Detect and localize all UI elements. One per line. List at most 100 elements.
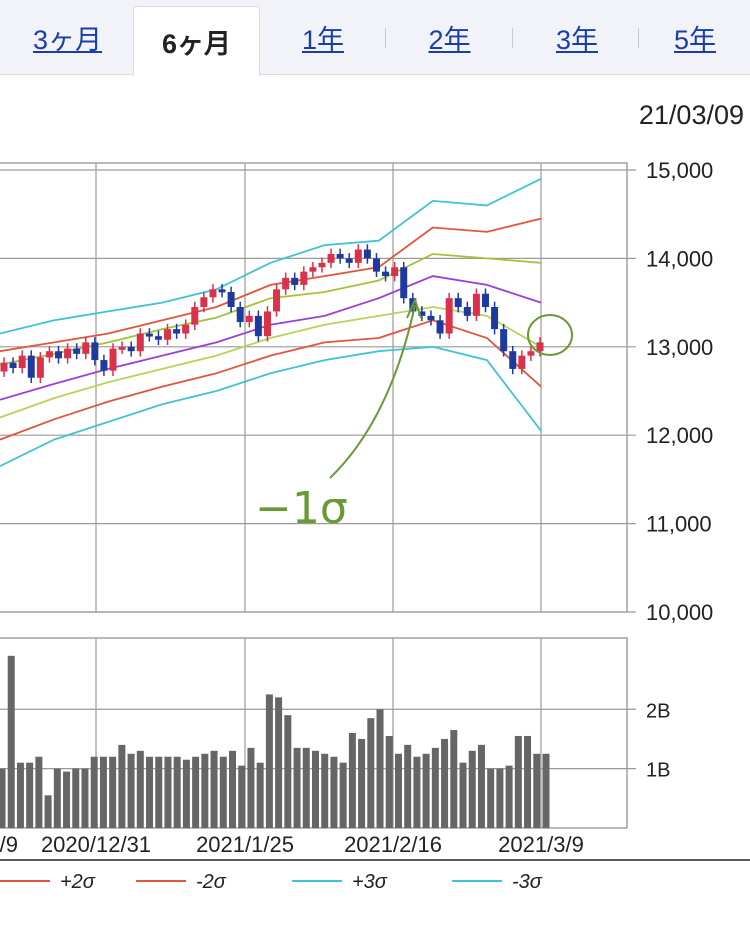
candle-body [472, 293, 480, 316]
tab-separator [385, 28, 386, 48]
volume-bar [524, 735, 532, 828]
candle-body [254, 315, 262, 337]
volume-bar [413, 756, 421, 828]
candle-body [500, 329, 508, 352]
candle-body [164, 329, 172, 340]
volume-bar [238, 765, 246, 828]
volume-bar [431, 747, 439, 828]
volume-bar [505, 765, 513, 828]
candle-body [363, 249, 371, 259]
volume-bar [311, 750, 319, 828]
band-line [0, 253, 542, 366]
volume-bar [321, 753, 329, 828]
candle-body [173, 329, 181, 334]
candle-body [118, 346, 126, 350]
volume-bar [514, 735, 522, 828]
candle-body [209, 289, 217, 298]
candle-body [509, 351, 517, 369]
x-tick-label: 2020/12/31 [41, 832, 151, 857]
tab-3-years[interactable]: 3年 [555, 24, 599, 55]
y-tick-label: 14,000 [646, 246, 713, 271]
candle-body [427, 315, 435, 321]
candle-body [263, 311, 271, 337]
volume-bar [81, 768, 89, 828]
volume-tick-label: 1B [646, 760, 670, 782]
tab-6-months[interactable]: 6ヶ月 [133, 6, 260, 76]
legend-label: +2σ [60, 871, 96, 893]
candle-body [518, 355, 526, 369]
candle-body [127, 346, 135, 352]
volume-bar [496, 768, 504, 828]
volume-bar [173, 756, 181, 828]
volume-bar [376, 709, 384, 828]
tab-separator [512, 28, 513, 48]
volume-tick-label: 2B [646, 700, 670, 722]
volume-bar [90, 756, 98, 828]
volume-bar [358, 738, 366, 828]
period-tabs: 3ヶ月 6ヶ月 1年 2年 3年 5年 [0, 0, 750, 76]
candle-body [536, 342, 544, 352]
candle-body [91, 342, 99, 361]
annotation-label: −1σ [255, 483, 348, 534]
tab-separator [638, 28, 639, 48]
band-line [0, 177, 542, 335]
candle-body [327, 253, 335, 263]
candle-body [481, 293, 489, 308]
volume-bar [192, 756, 200, 828]
volume-bar [72, 768, 80, 828]
volume-bar [394, 753, 402, 828]
band-line [0, 217, 542, 353]
volume-bar [247, 747, 255, 828]
volume-bar [164, 756, 172, 828]
candle-body [491, 307, 499, 330]
volume-bar [109, 756, 117, 828]
candle-body [100, 360, 108, 371]
candle-body [336, 253, 344, 259]
candle-body [291, 277, 299, 285]
tab-5-years[interactable]: 5年 [673, 24, 717, 55]
candle-body [145, 333, 153, 337]
volume-bar [367, 718, 375, 828]
volume-bar [459, 762, 467, 828]
legend-label: -3σ [512, 871, 543, 893]
price-panel-frame [0, 162, 628, 613]
candle-body [73, 348, 81, 354]
candle-body [273, 289, 281, 312]
volume-bar [477, 744, 485, 828]
volume-bar [35, 756, 43, 828]
volume-bar [7, 655, 15, 828]
volume-bar [0, 768, 6, 828]
candle-body [418, 311, 426, 316]
candle-body [445, 298, 453, 334]
volume-bar [127, 753, 135, 828]
x-tick-label: /9 [0, 832, 18, 857]
volume-bar [441, 738, 449, 828]
volume-bar [146, 756, 154, 828]
volume-bar [26, 762, 34, 828]
volume-bar [468, 750, 476, 828]
candle-body [182, 324, 190, 334]
volume-bar [201, 753, 209, 828]
tab-1-year[interactable]: 1年 [301, 24, 345, 55]
volume-bar [229, 750, 237, 828]
candle-body [382, 271, 390, 277]
candle-body [527, 351, 535, 356]
volume-bar [118, 744, 126, 828]
candle-body [0, 362, 8, 372]
y-tick-label: 12,000 [646, 423, 713, 448]
y-tick-label: 13,000 [646, 335, 713, 360]
candle-body [400, 267, 408, 299]
candle-body [136, 333, 144, 352]
band-line [0, 345, 542, 467]
volume-bar [339, 762, 347, 828]
tab-3-months[interactable]: 3ヶ月 [32, 24, 103, 55]
candle-body [227, 291, 235, 308]
y-tick-label: 15,000 [646, 158, 713, 183]
volume-bar [385, 735, 393, 828]
volume-bar [293, 747, 301, 828]
candle-body [454, 298, 462, 308]
tab-2-years[interactable]: 2年 [428, 24, 471, 55]
candle-body [309, 267, 317, 272]
candle-body [109, 348, 117, 371]
volume-bar [533, 753, 541, 828]
